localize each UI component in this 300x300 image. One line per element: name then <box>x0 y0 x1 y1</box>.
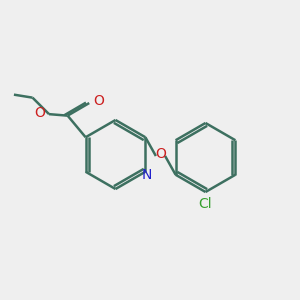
Text: Cl: Cl <box>199 197 212 212</box>
Text: O: O <box>93 94 104 108</box>
Text: N: N <box>142 168 152 182</box>
Text: O: O <box>155 148 166 161</box>
Text: O: O <box>34 106 45 120</box>
